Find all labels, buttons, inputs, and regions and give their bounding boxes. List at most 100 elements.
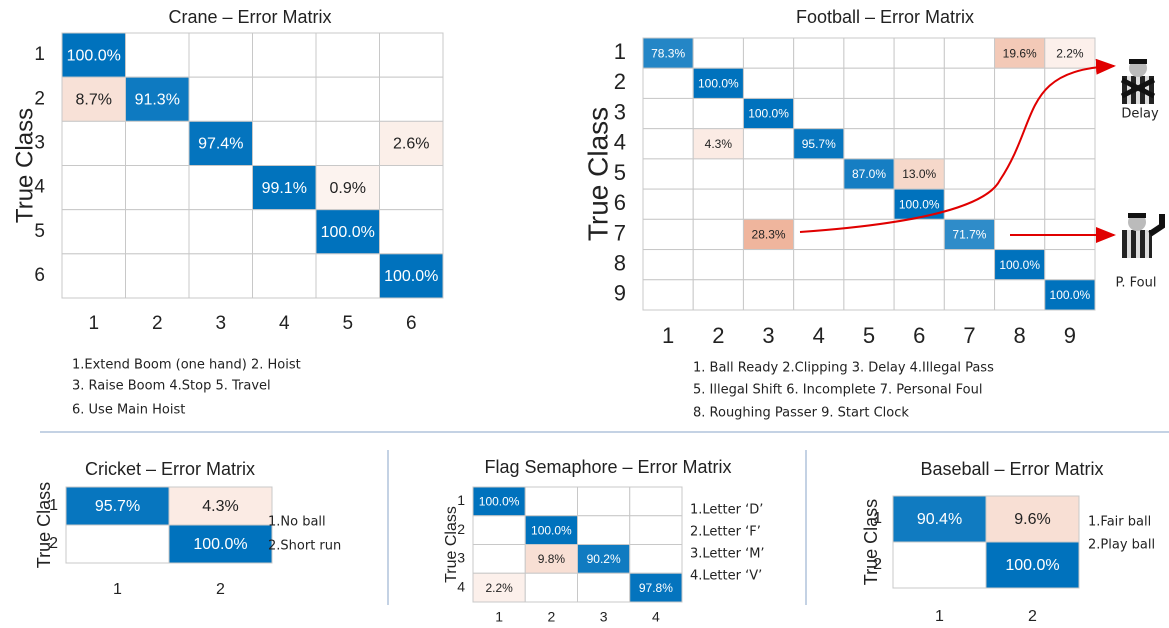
cell-label: 97.4% bbox=[198, 136, 243, 153]
y-tick-label: 2 bbox=[34, 88, 45, 109]
chart-title: Cricket – Error Matrix bbox=[85, 459, 255, 479]
empty-cell bbox=[252, 253, 317, 299]
y-tick-label: 3 bbox=[457, 550, 465, 566]
empty-cell bbox=[943, 128, 996, 160]
x-tick-label: 2 bbox=[1028, 608, 1037, 625]
x-tick-label: 1 bbox=[662, 323, 674, 348]
y-tick-label: 4 bbox=[34, 177, 45, 198]
cell-label: 90.2% bbox=[587, 552, 621, 566]
empty-cell bbox=[65, 524, 170, 564]
empty-cell bbox=[692, 218, 744, 251]
empty-cell bbox=[1044, 188, 1096, 220]
legend-note: 1.Fair ball bbox=[1088, 515, 1151, 530]
empty-cell bbox=[692, 37, 744, 69]
cell bbox=[893, 158, 945, 190]
empty-cell bbox=[472, 515, 526, 545]
empty-cell bbox=[472, 544, 526, 574]
empty-cell bbox=[843, 188, 895, 220]
y-axis-label: True Class bbox=[582, 107, 613, 241]
empty-cell bbox=[188, 32, 253, 78]
empty-cell bbox=[379, 76, 444, 122]
empty-cell bbox=[315, 253, 380, 299]
empty-cell bbox=[1044, 97, 1096, 130]
x-tick-label: 3 bbox=[600, 609, 608, 625]
empty-cell bbox=[742, 67, 795, 99]
empty-cell bbox=[315, 120, 380, 167]
cell bbox=[168, 486, 273, 526]
cell-label: 100.0% bbox=[321, 224, 375, 241]
y-axis-label: True Class bbox=[443, 506, 460, 583]
cell-label: 100.0% bbox=[384, 268, 438, 285]
cell-label: 95.7% bbox=[802, 137, 836, 151]
cell-label: 100.0% bbox=[748, 107, 789, 121]
cell-label: 0.9% bbox=[330, 180, 366, 197]
empty-cell bbox=[893, 218, 945, 251]
empty-cell bbox=[943, 249, 996, 281]
y-tick-label: 2 bbox=[457, 521, 465, 537]
cell bbox=[472, 572, 526, 603]
empty-cell bbox=[843, 128, 895, 160]
y-tick-label: 2 bbox=[614, 69, 626, 94]
empty-cell bbox=[125, 209, 190, 255]
y-tick-label: 1 bbox=[614, 39, 626, 64]
cell-label: 91.3% bbox=[135, 91, 180, 108]
cell bbox=[1044, 279, 1096, 311]
x-tick-label: 6 bbox=[406, 313, 417, 334]
y-tick-label: 8 bbox=[614, 250, 626, 275]
empty-cell bbox=[125, 165, 190, 211]
empty-cell bbox=[843, 218, 895, 251]
empty-cell bbox=[994, 279, 1046, 311]
empty-cell bbox=[843, 97, 895, 130]
cell bbox=[985, 541, 1080, 589]
cell bbox=[379, 120, 444, 167]
y-tick-label: 9 bbox=[614, 281, 626, 306]
legend-note: 3. Raise Boom 4.Stop 5. Travel bbox=[72, 379, 271, 394]
cell-label: 9.6% bbox=[1014, 511, 1050, 528]
empty-cell bbox=[943, 158, 996, 190]
legend-note: 2.Short run bbox=[268, 539, 341, 554]
empty-cell bbox=[793, 218, 845, 251]
empty-cell bbox=[524, 572, 578, 603]
y-tick-label: 4 bbox=[457, 578, 465, 594]
cell-label: 100.0% bbox=[531, 523, 572, 537]
empty-cell bbox=[793, 67, 845, 99]
empty-cell bbox=[252, 120, 317, 167]
empty-cell bbox=[642, 97, 694, 130]
cell-label: 100.0% bbox=[67, 47, 121, 64]
cell bbox=[742, 97, 795, 130]
x-tick-label: 5 bbox=[863, 323, 875, 348]
legend-note: 5. Illegal Shift 6. Incomplete 7. Person… bbox=[693, 383, 982, 398]
empty-cell bbox=[577, 572, 631, 603]
y-tick-label: 5 bbox=[614, 160, 626, 185]
empty-cell bbox=[188, 76, 253, 122]
cell bbox=[379, 253, 444, 299]
cell bbox=[642, 37, 694, 69]
cell-label: 4.3% bbox=[202, 498, 238, 515]
cell-label: 100.0% bbox=[999, 258, 1040, 272]
empty-cell bbox=[843, 279, 895, 311]
x-tick-label: 1 bbox=[88, 313, 99, 334]
y-tick-label: 1 bbox=[49, 497, 58, 514]
empty-cell bbox=[61, 120, 126, 167]
empty-cell bbox=[125, 120, 190, 167]
cell bbox=[629, 572, 683, 603]
x-tick-label: 1 bbox=[935, 608, 944, 625]
legend-note: 1. Ball Ready 2.Clipping 3. Delay 4.Ille… bbox=[693, 361, 994, 376]
empty-cell bbox=[315, 32, 380, 78]
empty-cell bbox=[379, 32, 444, 78]
cell-label: 100.0% bbox=[193, 536, 247, 553]
cell bbox=[168, 524, 273, 564]
empty-cell bbox=[642, 188, 694, 220]
empty-cell bbox=[793, 37, 845, 69]
empty-cell bbox=[692, 188, 744, 220]
x-tick-label: 5 bbox=[342, 313, 353, 334]
empty-cell bbox=[642, 218, 694, 251]
empty-cell bbox=[642, 249, 694, 281]
cell bbox=[943, 218, 996, 251]
cell-label: 13.0% bbox=[902, 167, 936, 181]
x-tick-label: 3 bbox=[762, 323, 774, 348]
cell-label: 9.8% bbox=[538, 552, 566, 566]
cell-label: 71.7% bbox=[952, 228, 986, 242]
empty-cell bbox=[1044, 128, 1096, 160]
empty-cell bbox=[629, 544, 683, 574]
